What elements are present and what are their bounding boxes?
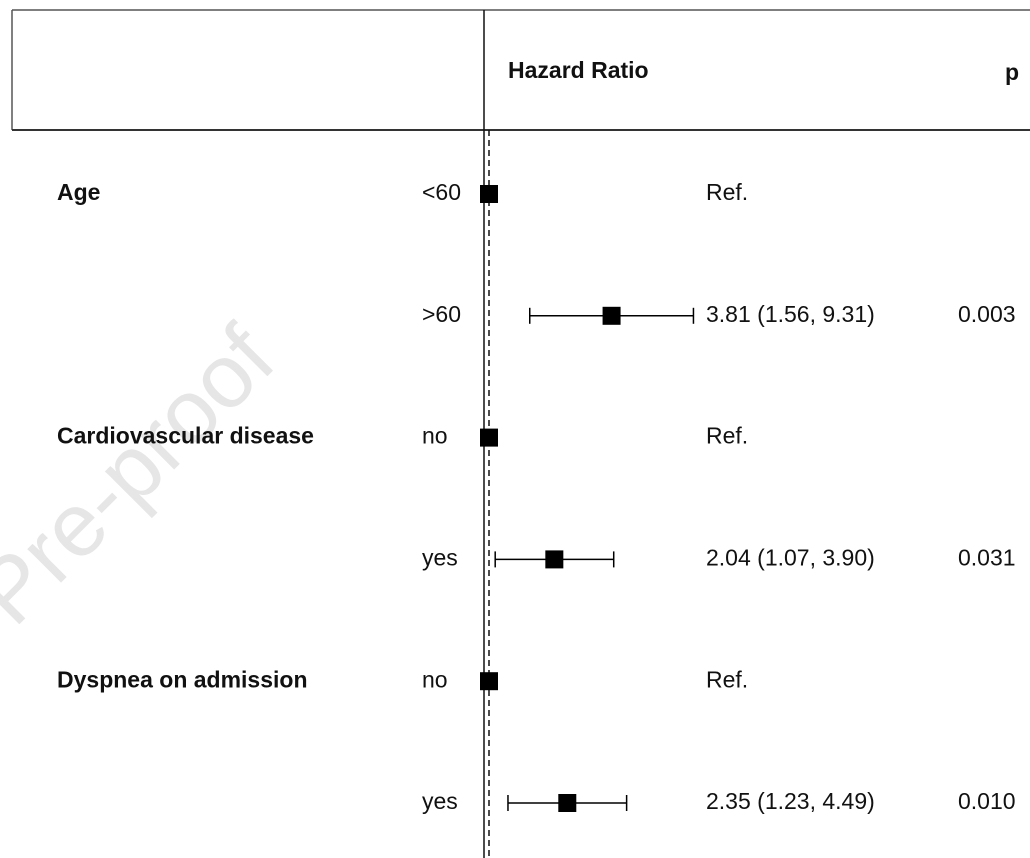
level-label: yes: [422, 788, 458, 814]
estimate-label: Ref.: [706, 423, 748, 449]
point-estimate: [545, 550, 564, 569]
group-label: Dyspnea on admission: [57, 666, 308, 692]
level-label: no: [422, 423, 448, 449]
level-label: <60: [422, 179, 461, 205]
point-estimate: [480, 185, 498, 203]
point-estimate: [558, 794, 577, 812]
p-value: 0.003: [958, 301, 1016, 327]
level-label: no: [422, 666, 448, 692]
level-label: >60: [422, 301, 461, 327]
group-label: Age: [57, 179, 100, 205]
point-estimate: [602, 306, 621, 325]
point-estimate: [480, 428, 498, 447]
estimate-header: Hazard Ratio: [508, 57, 649, 83]
level-label: yes: [422, 544, 458, 570]
watermark: Pre-proof: [0, 307, 294, 644]
p-header: p: [1005, 59, 1019, 85]
group-label: Cardiovascular disease: [57, 423, 314, 449]
point-estimate: [480, 672, 498, 691]
estimate-label: 2.35 (1.23, 4.49): [706, 788, 875, 814]
p-value: 0.031: [958, 544, 1016, 570]
p-value: 0.010: [958, 788, 1016, 814]
estimate-label: Ref.: [706, 666, 748, 692]
estimate-label: 2.04 (1.07, 3.90): [706, 544, 875, 570]
estimate-label: Ref.: [706, 179, 748, 205]
estimate-label: 3.81 (1.56, 9.31): [706, 301, 875, 327]
